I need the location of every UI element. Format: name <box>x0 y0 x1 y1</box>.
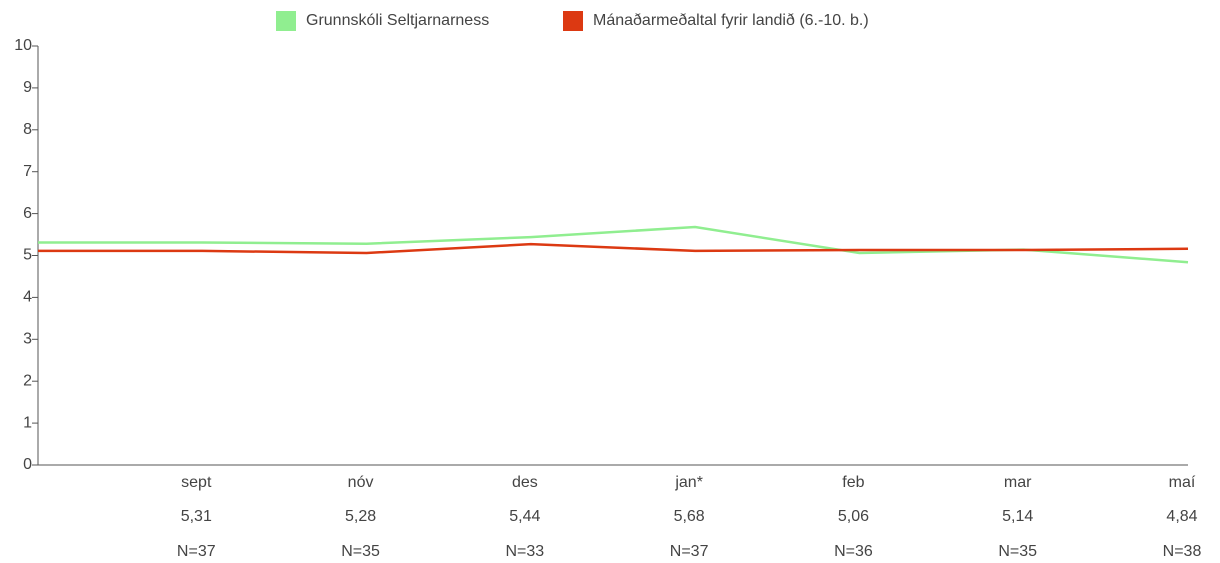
y-tick-label: 10 <box>14 37 32 54</box>
y-tick-label: 9 <box>23 79 32 96</box>
y-tick-label: 0 <box>23 456 32 473</box>
value-label: 5,28 <box>345 508 376 525</box>
series-line <box>38 242 1189 255</box>
n-label: N=35 <box>998 543 1037 560</box>
n-label: N=38 <box>1163 543 1202 560</box>
x-tick-label: des <box>512 474 538 491</box>
y-tick-label: 5 <box>23 247 32 264</box>
n-label: N=37 <box>670 543 709 560</box>
y-tick-label: 2 <box>23 372 32 389</box>
series-line <box>38 225 1189 264</box>
y-tick-label: 8 <box>23 121 32 138</box>
y-tick-label: 6 <box>23 205 32 222</box>
legend-swatch <box>563 11 583 31</box>
x-tick-label: maí <box>1169 474 1196 491</box>
x-tick-label: jan* <box>674 474 703 491</box>
n-label: N=35 <box>341 543 380 560</box>
x-tick-label: mar <box>1004 474 1032 491</box>
n-label: N=37 <box>177 543 216 560</box>
value-label: 5,44 <box>509 508 540 525</box>
x-tick-label: sept <box>181 474 212 491</box>
y-tick-label: 7 <box>23 163 32 180</box>
y-tick-label: 3 <box>23 331 32 348</box>
value-label: 5,31 <box>181 508 212 525</box>
legend-swatch <box>276 11 296 31</box>
value-label: 5,68 <box>674 508 705 525</box>
value-label: 5,14 <box>1002 508 1033 525</box>
x-tick-label: feb <box>842 474 864 491</box>
y-tick-label: 1 <box>23 414 32 431</box>
value-label: 4,84 <box>1166 508 1197 525</box>
n-label: N=33 <box>506 543 545 560</box>
value-label: 5,06 <box>838 508 869 525</box>
x-tick-label: nóv <box>348 474 374 491</box>
y-tick-label: 4 <box>23 289 32 306</box>
legend-label: Grunnskóli Seltjarnarness <box>306 12 489 29</box>
n-label: N=36 <box>834 543 873 560</box>
legend-label: Mánaðarmeðaltal fyrir landið (6.-10. b.) <box>593 12 869 29</box>
